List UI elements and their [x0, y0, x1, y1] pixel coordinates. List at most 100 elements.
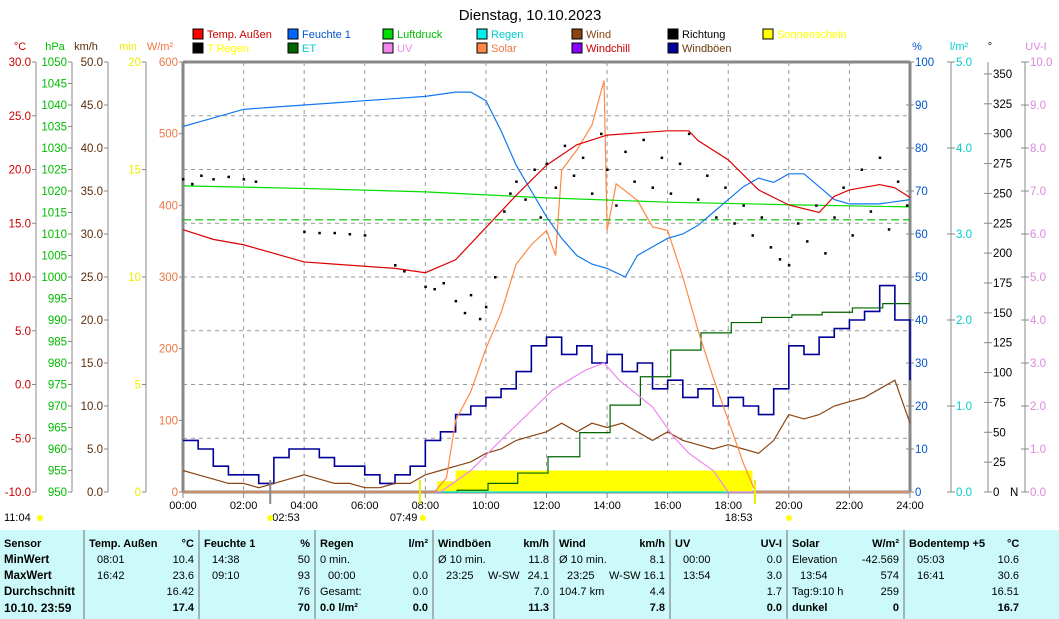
table-row: Ø 10 min. 8.1 [559, 552, 665, 568]
direction-tick-label: 25 [993, 457, 1006, 469]
table-cell: 16.7 [997, 602, 1019, 614]
table-cell: 16.1 [643, 570, 665, 582]
wind-tick-label: 35.0 [81, 186, 103, 198]
direction-point [442, 281, 446, 285]
wind-axis-unit: km/h [74, 41, 98, 53]
pressure-tick-label: 1040 [41, 100, 67, 112]
x-tick-label: 08:00 [412, 500, 440, 512]
legend-label: Regen [491, 29, 523, 41]
sunshine-bar [455, 470, 753, 492]
humidity-axis-unit: % [912, 41, 922, 53]
table-row: 104.7 km 4.4 [559, 584, 665, 600]
pressure-tick-label: 1015 [41, 208, 67, 220]
table-cell: 13:54 [800, 570, 828, 582]
table-row: 14:38 50 [204, 552, 310, 568]
pressure-tick-label: 1020 [41, 186, 67, 198]
solar-tick-label: 200 [159, 344, 178, 356]
legend-swatch [192, 28, 204, 40]
table-row: 16.51 [909, 584, 1019, 600]
direction-tick-label: 125 [993, 338, 1012, 350]
uv-tick-label: 10.0 [1030, 57, 1052, 69]
temp-tick-label: 0.0 [15, 380, 31, 392]
direction-point [760, 216, 764, 219]
sunset-icon [785, 515, 792, 521]
legend-swatch [382, 42, 394, 54]
solar-tick-label: 600 [159, 57, 178, 69]
table-cell: 23.6 [172, 570, 194, 582]
solar-axis-unit: W/m² [147, 41, 174, 53]
temp-tick-label: 20.0 [9, 165, 31, 177]
sunshine-tick-label: 0 [135, 487, 141, 499]
table-row: 05:03 10.6 [909, 552, 1019, 568]
uv-tick-label: 0.0 [1030, 487, 1046, 499]
table-row: dunkel 0 [792, 600, 899, 616]
pressure-tick-label: 995 [48, 294, 67, 306]
pressure-tick-label: 1030 [41, 143, 67, 155]
sunshine-bar [437, 481, 456, 492]
table-cell: 13:54 [683, 570, 711, 582]
table-row: 16:42 23.6 [89, 568, 194, 584]
wind-tick-label: 45.0 [81, 100, 103, 112]
temp-tick-label: 5.0 [15, 326, 31, 338]
rain-tick-label: 5.0 [956, 57, 972, 69]
pressure-tick-label: 950 [48, 487, 67, 499]
table-cell: 16.42 [166, 586, 194, 598]
uv-tick-label: 5.0 [1030, 272, 1046, 284]
legend-label: Sonnenschein [777, 29, 847, 41]
table-row: 11.3 [438, 600, 549, 616]
direction-point [515, 180, 518, 183]
table-cell: 16:42 [97, 570, 125, 582]
table-cell: 09:10 [212, 570, 240, 582]
direction-point [751, 234, 754, 237]
pressure-tick-label: 970 [48, 401, 67, 413]
direction-point [651, 186, 655, 189]
column-header: Feuchte 1% [204, 536, 310, 552]
moonrise-arrow-icon [267, 515, 274, 521]
legend-swatch [382, 28, 394, 40]
direction-tick-label: 225 [993, 218, 1012, 230]
table-cell: 00:00 [328, 570, 356, 582]
uv-tick-label: 8.0 [1030, 143, 1046, 155]
x-tick-label: 18:00 [714, 500, 742, 512]
table-cell: 4.4 [649, 586, 665, 598]
humidity-tick-label: 100 [915, 57, 934, 69]
humidity-tick-label: 0 [915, 487, 921, 499]
direction-point [896, 180, 900, 183]
temp-tick-label: 15.0 [9, 218, 31, 230]
direction-point [424, 285, 427, 289]
table-row: 7.8 [559, 600, 665, 616]
direction-point [533, 168, 536, 171]
pressure-tick-label: 985 [48, 337, 67, 349]
direction-point [200, 174, 203, 177]
pressure-tick-label: 1045 [41, 79, 67, 91]
direction-point [733, 222, 736, 225]
uv-tick-label: 2.0 [1030, 401, 1046, 413]
legend-swatch [762, 28, 774, 40]
pressure-tick-label: 960 [48, 444, 67, 456]
table-cell: 0 min. [320, 554, 350, 566]
table-column: UV UV-I 00:00 0.0 13:54 3.0 1.7 0.0 [671, 530, 788, 619]
temp-tick-label: 25.0 [9, 111, 31, 123]
direction-point [615, 204, 618, 207]
table-cell: 7.0 [533, 586, 549, 598]
direction-point [678, 162, 682, 166]
direction-point [212, 178, 215, 181]
column-unit: °C [181, 538, 194, 550]
wind-tick-label: 30.0 [81, 229, 103, 241]
sunrise-icon [419, 515, 426, 521]
column-title: Bodentemp +5 [909, 538, 986, 550]
table-row: 23:25 W-SW 16.1 [559, 568, 665, 584]
wind-tick-label: 5.0 [87, 444, 103, 456]
wind-tick-label: 0.0 [87, 487, 103, 499]
legend-swatch [476, 42, 488, 54]
table-cell: dunkel [792, 602, 828, 614]
series-temp-außen [182, 130, 911, 274]
pressure-tick-label: 1050 [41, 57, 67, 69]
direction-point [182, 178, 185, 181]
table-row: 00:00 0.0 [320, 568, 428, 584]
pressure-tick-label: 975 [48, 380, 67, 392]
table-row: 13:54 3.0 [675, 568, 782, 584]
x-tick-label: 12:00 [533, 500, 561, 512]
direction-point [696, 198, 700, 201]
direction-point [254, 180, 258, 183]
